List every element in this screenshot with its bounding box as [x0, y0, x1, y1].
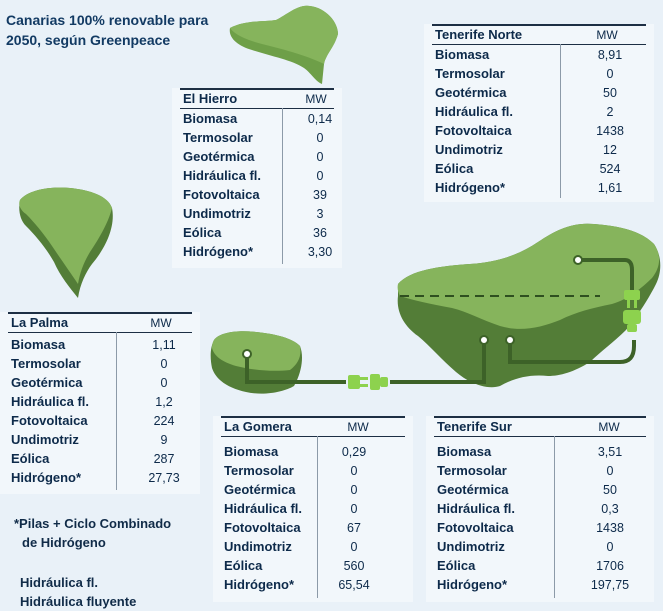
tenerife-sur-table: Tenerife Sur MW Biomasa 3,51 Termosolar 0 … [426, 416, 654, 602]
table-row: Undimotriz 12 [435, 142, 617, 157]
table-row: Hidrógeno* 197,75 [437, 577, 630, 592]
table-header: Tenerife Sur MW [434, 416, 646, 437]
table-header: Tenerife Norte MW [432, 24, 646, 45]
table-row: Termosolar 0 [183, 130, 324, 145]
table-row: Geotérmica 0 [183, 149, 324, 164]
cable-network [245, 258, 636, 384]
table-row: Undimotriz 0 [437, 539, 614, 554]
table-row: Hidráulica fl. 0 [183, 168, 324, 183]
hydraulic-footnote: Hidráulica fl. Hidráulica fluyente [20, 575, 137, 609]
la-palma-island [19, 187, 113, 298]
el-hierro-island [229, 5, 338, 85]
table-row: Hidráulica fl. 1,2 [11, 394, 173, 409]
table-row: Eólica 1706 [437, 558, 624, 573]
table-row: Hidrógeno* 27,73 [11, 470, 180, 485]
table-header: El Hierro MW [180, 88, 334, 109]
unit-label: MW [347, 420, 369, 434]
hydrogen-footnote: *Pilas + Ciclo Combinado de Hidrógeno [14, 516, 172, 550]
unit-label: MW [596, 28, 618, 42]
unit-label: MW [305, 92, 327, 106]
el-hierro-table: El Hierro MW Biomasa 0,14 Termosolar 0 Geo… [172, 88, 342, 268]
la-gomera-island [210, 331, 302, 394]
island-name: El Hierro [183, 91, 238, 106]
table-header: La Gomera MW [221, 416, 405, 437]
plug-icon-horizontal [348, 374, 388, 390]
table-row: Hidráulica fl. 2 [435, 104, 614, 119]
table-row: Hidrógeno* 3,30 [183, 244, 333, 259]
table-row: Fotovoltaica 224 [11, 413, 175, 428]
table-row: Eólica 560 [224, 558, 365, 573]
table-row: Hidráulica fl. 0 [224, 501, 358, 516]
table-row: Geotérmica 50 [435, 85, 617, 100]
table-row: Fotovoltaica 39 [183, 187, 327, 202]
island-name: La Palma [11, 315, 69, 330]
table-row: Geotérmica 0 [11, 375, 168, 390]
table-row: Eólica 524 [435, 161, 621, 176]
connection-dots [242, 255, 583, 359]
island-name: Tenerife Sur [437, 419, 512, 434]
table-row: Biomasa 8,91 [435, 47, 623, 62]
table-row: Eólica 287 [11, 451, 175, 466]
chart-title: Canarias 100% renovable para 2050, según… [6, 12, 209, 48]
table-row: Geotérmica 0 [224, 482, 358, 497]
table-row: Geotérmica 50 [437, 482, 617, 497]
table-row: Hidráulica fl. 0,3 [437, 501, 619, 516]
table-row: Biomasa 0,14 [183, 111, 333, 126]
table-row: Biomasa 1,11 [11, 337, 176, 352]
table-row: Termosolar 0 [11, 356, 168, 371]
island-name: Tenerife Norte [435, 27, 523, 42]
table-row: Hidrógeno* 1,61 [435, 180, 623, 195]
table-row: Termosolar 0 [435, 66, 614, 81]
table-row: Termosolar 0 [437, 463, 614, 478]
table-row: Fotovoltaica 1438 [437, 520, 624, 535]
table-row: Undimotriz 3 [183, 206, 324, 221]
la-gomera-table: La Gomera MW Biomasa 0,29 Termosolar 0 Geo… [213, 416, 413, 602]
table-row: Fotovoltaica 67 [224, 520, 361, 535]
table-row: Fotovoltaica 1438 [435, 123, 624, 138]
tenerife-norte-table: Tenerife Norte MW Biomasa 8,91 Termosolar… [424, 24, 654, 202]
table-row: Undimotriz 9 [11, 432, 168, 447]
table-row: Undimotriz 0 [224, 539, 358, 554]
table-row: Hidrógeno* 65,54 [224, 577, 370, 592]
plug-icon-vertical [623, 290, 641, 332]
table-row: Biomasa 3,51 [437, 444, 623, 459]
tenerife-island [397, 223, 661, 388]
table-row: Biomasa 0,29 [224, 444, 367, 459]
unit-label: MW [150, 316, 172, 330]
table-header: La Palma MW [8, 312, 192, 333]
table-row: Termosolar 0 [224, 463, 358, 478]
la-palma-table: La Palma MW Biomasa 1,11 Termosolar 0 Geot… [0, 312, 200, 494]
unit-label: MW [598, 420, 620, 434]
island-name: La Gomera [224, 419, 292, 434]
table-row: Eólica 36 [183, 225, 327, 240]
